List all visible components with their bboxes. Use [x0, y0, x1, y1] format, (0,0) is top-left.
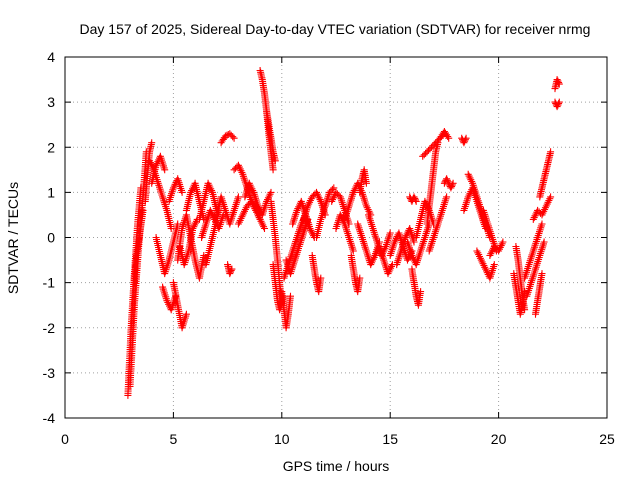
- data-point-series: [308, 252, 325, 296]
- data-point-series: [458, 134, 470, 147]
- data-point-series: [195, 179, 221, 223]
- data-point-series: [282, 215, 312, 278]
- data-point-series: [234, 197, 268, 232]
- x-tick-label: 0: [61, 431, 69, 447]
- y-tick-label: 0: [47, 230, 55, 246]
- x-tick-label: 25: [599, 431, 615, 447]
- data-point-series: [159, 283, 180, 314]
- data-point-series: [169, 279, 190, 332]
- data-point-series: [393, 225, 418, 269]
- data-point-series: [165, 175, 186, 205]
- data-point-series: [313, 184, 338, 241]
- data-point-series: [148, 152, 169, 187]
- data-points: [124, 67, 563, 399]
- y-tick-label: 2: [47, 139, 55, 155]
- data-point-series: [217, 130, 238, 147]
- data-point-series: [523, 238, 548, 300]
- data-point-series: [406, 193, 420, 205]
- y-tick-label: 1: [47, 184, 55, 200]
- data-point-series: [371, 243, 396, 278]
- x-tick-label: 10: [274, 431, 290, 447]
- data-point-series: [176, 215, 201, 269]
- x-tick-label: 15: [382, 431, 398, 447]
- grid: [65, 57, 607, 418]
- y-tick-label: -4: [43, 410, 56, 426]
- data-point-series: [213, 193, 242, 228]
- data-point-series: [332, 211, 357, 255]
- y-tick-label: -1: [43, 275, 56, 291]
- data-point-series: [404, 220, 433, 269]
- x-axis-label: GPS time / hours: [283, 458, 390, 474]
- data-point-series: [512, 243, 529, 314]
- data-point-series: [536, 148, 555, 201]
- data-point-series: [241, 179, 275, 219]
- data-point-series: [532, 270, 546, 318]
- data-point-series: [521, 220, 546, 282]
- data-point-series: [267, 197, 286, 309]
- data-point-series: [551, 76, 563, 93]
- y-tick-label: 4: [47, 49, 55, 65]
- data-point-series: [551, 98, 563, 111]
- chart-title: Day 157 of 2025, Sidereal Day-to-day VTE…: [80, 21, 591, 37]
- x-tick-label: 20: [491, 431, 507, 447]
- data-point-series: [386, 229, 416, 264]
- data-point-series: [436, 128, 453, 142]
- data-point-series: [529, 193, 555, 223]
- data-point-series: [289, 197, 318, 241]
- data-point-series: [224, 261, 236, 278]
- data-point-series: [130, 206, 147, 287]
- data-point-series: [141, 139, 156, 205]
- y-axis-label: SDTVAR / TECUs: [5, 182, 21, 294]
- data-point-series: [278, 288, 294, 332]
- axis-ticks: 0 5 10 15 20 25 -4 -3 -2 -1 0 1 2 3 4: [43, 49, 615, 447]
- data-point-series: [356, 166, 370, 196]
- y-tick-label: -3: [43, 365, 56, 381]
- data-point-series: [152, 220, 182, 278]
- data-point-series: [423, 139, 442, 228]
- data-point-series: [486, 238, 507, 259]
- data-point-series: [347, 252, 364, 296]
- data-point-series: [440, 175, 457, 192]
- y-tick-label: -2: [43, 320, 56, 336]
- data-point-series: [408, 265, 425, 309]
- data-point-series: [473, 247, 498, 282]
- x-tick-label: 5: [170, 431, 178, 447]
- y-tick-label: 3: [47, 94, 55, 110]
- data-point-series: [510, 270, 529, 318]
- data-point-series: [425, 193, 451, 255]
- data-point-series: [263, 107, 279, 165]
